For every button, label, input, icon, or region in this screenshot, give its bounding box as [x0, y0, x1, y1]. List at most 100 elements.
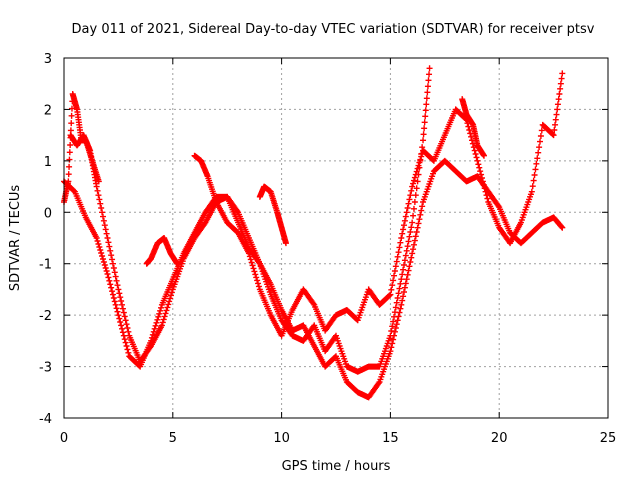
data-point [117, 294, 124, 301]
data-point [389, 282, 396, 289]
data-point [100, 217, 107, 224]
data-point [250, 265, 257, 272]
data-point [535, 149, 542, 156]
data-point [551, 127, 558, 133]
data-point [477, 168, 484, 175]
data-point [398, 301, 405, 308]
data-point [420, 131, 427, 138]
data-point [558, 223, 565, 230]
data-point [423, 95, 430, 102]
data-point [124, 325, 131, 331]
data-point [95, 178, 102, 185]
data-point [387, 348, 394, 355]
data-point [108, 252, 115, 259]
data-point [401, 289, 407, 295]
data-point [410, 177, 417, 184]
data-point [415, 220, 422, 227]
data-point [68, 112, 75, 119]
data-point [471, 147, 478, 154]
data-point [480, 152, 487, 159]
data-point [536, 144, 543, 151]
data-point [249, 262, 256, 269]
data-point [67, 127, 74, 134]
data-point [124, 346, 131, 353]
data-point [163, 307, 170, 314]
x-tick-label: 20 [491, 431, 508, 446]
data-point [409, 183, 416, 190]
x-tick-label: 25 [600, 431, 617, 446]
data-point [394, 295, 401, 301]
data-point [474, 157, 481, 164]
data-point [391, 313, 398, 320]
data-point [529, 183, 536, 190]
data-point [388, 344, 395, 351]
data-point [403, 276, 410, 283]
data-point [424, 83, 431, 90]
data-point [68, 120, 75, 127]
data-point [554, 106, 561, 113]
data-point [113, 277, 120, 284]
data-point [162, 310, 169, 317]
data-point [375, 380, 382, 387]
y-tick-label: -4 [39, 412, 52, 427]
data-point [418, 207, 425, 214]
data-point [159, 319, 166, 326]
data-point [392, 325, 399, 331]
data-point [410, 212, 417, 219]
data-point [95, 241, 102, 247]
data-point [119, 301, 126, 308]
data-point [407, 259, 414, 265]
data-point [411, 199, 418, 205]
data-point [398, 235, 405, 241]
data-point [119, 325, 126, 332]
data-point [121, 313, 128, 320]
data-point [234, 208, 241, 214]
data-point [419, 144, 426, 151]
data-point [93, 235, 100, 241]
data-point [66, 156, 73, 163]
data-point [387, 291, 394, 298]
y-ticks: -4 -3 -2 -1 0 1 2 3 [39, 52, 608, 427]
data-point [557, 80, 564, 87]
data-point [495, 202, 502, 209]
data-point [405, 238, 412, 245]
data-point [93, 183, 100, 190]
data-point [106, 277, 113, 284]
data-point [399, 230, 406, 237]
data-point [426, 71, 433, 78]
data-point [165, 301, 172, 308]
data-point [404, 243, 411, 250]
data-point [99, 213, 106, 220]
data-point [408, 224, 415, 231]
data-point [66, 149, 73, 156]
data-point [104, 271, 111, 277]
data-point [556, 91, 563, 97]
data-point [94, 238, 101, 244]
data-point [253, 274, 260, 281]
data-point [400, 226, 407, 233]
y-tick-label: -3 [39, 361, 52, 376]
data-point [397, 280, 404, 287]
data-point [399, 297, 406, 304]
data-point [555, 96, 562, 103]
data-point [411, 237, 418, 244]
data-point [410, 241, 417, 248]
data-point [108, 284, 115, 291]
data-point [394, 317, 401, 324]
data-point [102, 226, 109, 233]
data-point [252, 271, 259, 278]
data-point [97, 247, 104, 253]
data-point [120, 332, 127, 339]
data-point [558, 75, 565, 82]
data-point [409, 250, 416, 257]
data-point [404, 205, 411, 211]
data-point [392, 263, 399, 270]
data-point [65, 178, 72, 185]
data-point [396, 285, 403, 292]
data-point [96, 244, 103, 250]
data-point [160, 316, 167, 323]
data-point [537, 138, 543, 145]
data-point [423, 101, 430, 108]
data-point [475, 161, 482, 168]
data-point [388, 328, 395, 334]
